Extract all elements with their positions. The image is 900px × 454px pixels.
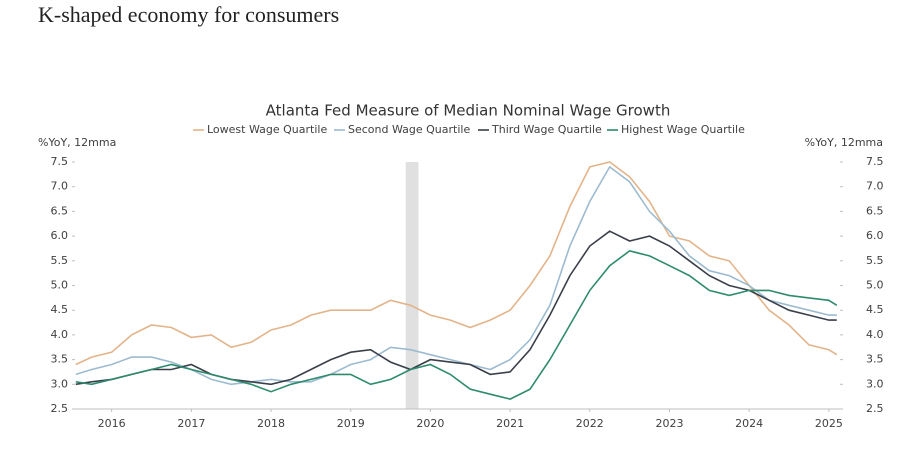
x-tick-label: 2025	[815, 417, 843, 430]
legend-label: Highest Wage Quartile	[621, 123, 745, 136]
legend-label: Lowest Wage Quartile	[207, 123, 327, 136]
series-line	[75, 161, 838, 366]
y-tick-label: 6.0	[51, 229, 69, 242]
y-tick-label: 4.0	[51, 328, 69, 341]
x-tick-label: 2021	[496, 417, 524, 430]
y2-tick-label: 3.0	[866, 377, 884, 390]
page-heading: K-shaped economy for consumers	[38, 2, 339, 27]
y-tick-label: 7.0	[51, 180, 69, 193]
y-tick-label: 7.5	[51, 155, 69, 168]
y2-axis-label: %YoY, 12mma	[805, 136, 883, 149]
x-tick-label: 2022	[576, 417, 604, 430]
x-tick-label: 2023	[655, 417, 683, 430]
y-tick-label: 3.0	[51, 377, 69, 390]
y2-tick-label: 4.5	[866, 303, 884, 316]
chart-title: Atlanta Fed Measure of Median Nominal Wa…	[266, 102, 671, 120]
y-tick-label: 5.0	[51, 279, 69, 292]
series-line	[75, 250, 838, 400]
y-tick-label: 3.5	[51, 353, 69, 366]
y2-tick-label: 7.0	[866, 180, 884, 193]
y2-tick-label: 4.0	[866, 328, 884, 341]
y2-tick-label: 7.5	[866, 155, 884, 168]
x-tick-label: 2018	[257, 417, 285, 430]
y2-tick-label: 3.5	[866, 353, 884, 366]
x-tick-label: 2017	[177, 417, 205, 430]
series-line	[75, 230, 837, 386]
legend-label: Third Wage Quartile	[491, 123, 602, 136]
y-tick-label: 4.5	[51, 303, 69, 316]
x-tick-label: 2016	[98, 417, 126, 430]
y-tick-label: 5.5	[51, 254, 69, 267]
y-axis-label: %YoY, 12mma	[38, 136, 116, 149]
legend-label: Second Wage Quartile	[348, 123, 470, 136]
x-tick-label: 2019	[337, 417, 365, 430]
x-tick-label: 2024	[735, 417, 763, 430]
y2-tick-label: 6.0	[866, 229, 884, 242]
y2-tick-label: 2.5	[866, 402, 884, 415]
y2-tick-label: 5.0	[866, 279, 884, 292]
y2-tick-label: 6.5	[866, 204, 884, 217]
x-tick-label: 2020	[416, 417, 444, 430]
y2-tick-label: 5.5	[866, 254, 884, 267]
y-tick-label: 6.5	[51, 204, 69, 217]
recession-band	[405, 162, 419, 409]
series-line	[75, 165, 837, 386]
y-tick-label: 2.5	[51, 402, 69, 415]
